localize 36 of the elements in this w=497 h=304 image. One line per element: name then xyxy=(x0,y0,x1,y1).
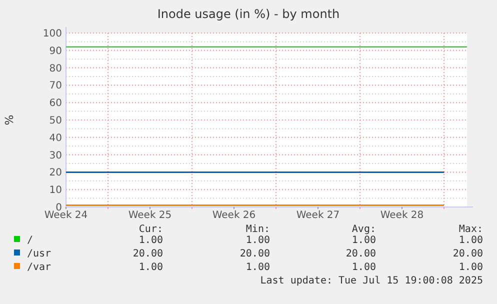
y-axis-title: % xyxy=(3,114,16,126)
text: Max: xyxy=(458,224,483,235)
text: 1.00 xyxy=(138,235,163,246)
y-tick-label: 30 xyxy=(49,150,62,162)
legend-label: /usr xyxy=(27,248,52,260)
x-tick-label: Week 26 xyxy=(212,210,256,221)
x-tick-label: Week 25 xyxy=(128,210,172,221)
text: Cur: xyxy=(138,224,163,235)
text: Min: xyxy=(246,224,270,235)
text: 1.00 xyxy=(352,235,376,246)
y-tick-label: 90 xyxy=(49,46,62,57)
text: 1.00 xyxy=(246,235,270,246)
text: Avg: xyxy=(352,224,376,235)
legend-label: /var xyxy=(27,262,52,273)
text: 1.00 xyxy=(246,262,270,273)
y-tick-label: 50 xyxy=(49,116,62,126)
x-tick-label: Week 27 xyxy=(296,210,340,221)
legend-label: / xyxy=(27,235,34,246)
text: 1.00 xyxy=(458,262,483,273)
y-tick-label: 80 xyxy=(49,63,62,74)
y-tick-label: 20 xyxy=(49,168,62,179)
chart-title: Inode usage (in %) - by month xyxy=(157,7,340,21)
text: 20.00 xyxy=(452,248,483,260)
text: 20.00 xyxy=(132,248,163,260)
x-tick-label: Week 28 xyxy=(380,210,424,221)
y-tick-label: 60 xyxy=(49,98,62,110)
text: 20.00 xyxy=(240,248,270,260)
y-tick-label: 40 xyxy=(49,132,62,144)
text: 1.00 xyxy=(458,235,483,246)
y-tick-label: 10 xyxy=(49,185,62,196)
text: 20.00 xyxy=(346,248,376,260)
y-tick-label: 100 xyxy=(42,28,62,40)
y-tick-label: 70 xyxy=(49,80,62,92)
text: 1.00 xyxy=(138,262,163,273)
text: 1.00 xyxy=(352,262,376,273)
text: Last update: Tue Jul 15 19:00:08 2025 xyxy=(260,276,483,286)
